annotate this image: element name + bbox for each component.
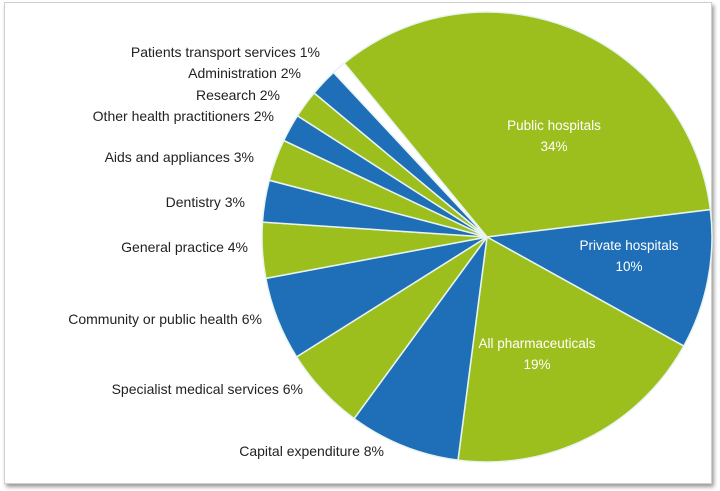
pie-slice [457, 235, 685, 463]
slice-label: Other health practitioners 2% [93, 108, 274, 124]
slice-label: Private hospitals [579, 238, 678, 253]
pie-slice [332, 62, 488, 238]
slice-label: Aids and appliances 3% [105, 149, 254, 165]
slice-label: Patients transport services 1% [131, 44, 320, 60]
slice-percent-label: 19% [523, 357, 550, 372]
pie-slice [353, 236, 488, 461]
slice-label: Capital expenditure 8% [239, 443, 384, 459]
slice-label: Dentistry 3% [166, 194, 245, 210]
slice-percent-label: 34% [540, 139, 567, 154]
slice-percent-label: 10% [615, 259, 642, 274]
slice-label: General practice 4% [121, 239, 248, 255]
pie-slice [343, 11, 712, 238]
slice-label: Specialist medical services 6% [112, 381, 303, 397]
pie-slice [484, 208, 713, 348]
slice-label: Public hospitals [507, 118, 601, 133]
slice-label: Community or public health 6% [68, 311, 262, 327]
slice-label: All pharmaceuticals [478, 336, 595, 351]
slice-label: Administration 2% [188, 65, 301, 81]
slice-label: Research 2% [196, 87, 280, 103]
